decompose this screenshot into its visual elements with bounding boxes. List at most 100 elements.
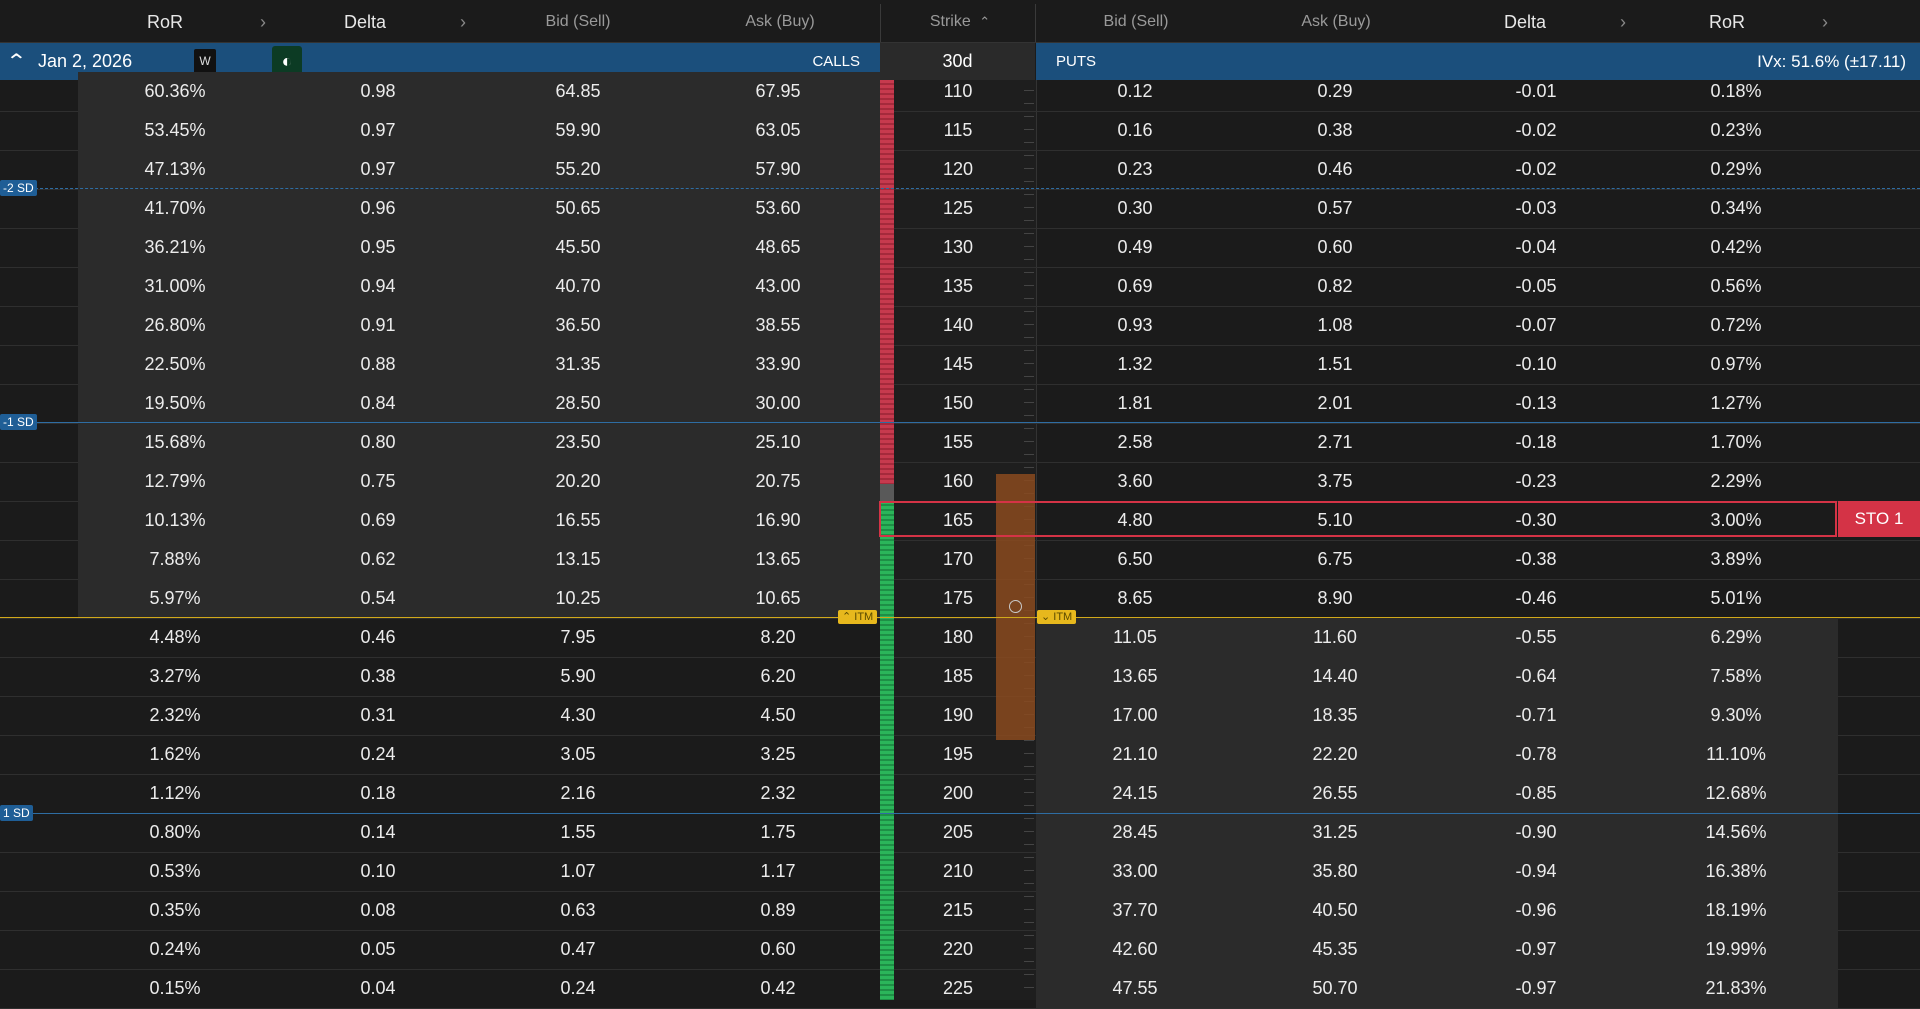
call-bid-cell[interactable]: 0.47 (560, 939, 596, 959)
chain-row[interactable]: 0.15% 0.04 0.24 0.42 225 47.55 50.70 -0.97 21.83… (0, 969, 1920, 1009)
call-ask-cell[interactable]: 48.65 (755, 237, 801, 257)
call-ror-cell[interactable]: 15.68% (144, 432, 206, 452)
call-ask-cell[interactable]: 20.75 (755, 471, 801, 491)
call-delta-cell[interactable]: 0.24 (360, 744, 396, 764)
chain-row[interactable]: 41.70% 0.96 50.65 53.60 125 0.30 0.57 -0.03 0.34… (0, 189, 1920, 229)
put-ror-cell[interactable]: 6.29% (1710, 627, 1762, 647)
put-ror-cell[interactable]: 12.68% (1705, 783, 1767, 803)
put-ask-cell[interactable]: 2.01 (1317, 393, 1353, 413)
puts-ror-chevron-icon[interactable]: › (1822, 12, 1828, 32)
call-delta-cell[interactable]: 0.80 (360, 432, 396, 452)
put-delta-cell[interactable]: -0.78 (1515, 744, 1557, 764)
call-delta-cell[interactable]: 0.04 (360, 978, 396, 998)
chain-row[interactable]: 3.27% 0.38 5.90 6.20 185 13.65 14.40 -0.64 7.58% (0, 657, 1920, 697)
put-ror-cell[interactable]: 0.29% (1710, 159, 1762, 179)
call-bid-cell[interactable]: 28.50 (555, 393, 601, 413)
put-delta-cell[interactable]: -0.96 (1515, 900, 1557, 920)
put-ask-cell[interactable]: 2.71 (1317, 432, 1353, 452)
put-delta-cell[interactable]: -0.97 (1515, 978, 1557, 998)
put-ask-cell[interactable]: 0.29 (1317, 81, 1353, 101)
put-delta-cell[interactable]: -0.02 (1515, 159, 1557, 179)
put-ror-cell[interactable]: 21.83% (1705, 978, 1767, 998)
put-ask-cell[interactable]: 35.80 (1312, 861, 1358, 881)
put-bid-cell[interactable]: 21.10 (1112, 744, 1158, 764)
put-delta-cell[interactable]: -0.94 (1515, 861, 1557, 881)
chain-row[interactable]: 2.32% 0.31 4.30 4.50 190 17.00 18.35 -0.71 9.30% (0, 696, 1920, 736)
put-bid-cell[interactable]: 13.65 (1112, 666, 1158, 686)
call-ask-cell[interactable]: 43.00 (755, 276, 801, 296)
put-ror-cell[interactable]: 19.99% (1705, 939, 1767, 959)
calls-ask-header[interactable]: Ask (Buy) (745, 13, 815, 30)
call-ror-cell[interactable]: 36.21% (144, 237, 206, 257)
puts-ror-header[interactable]: RoR (1708, 12, 1745, 32)
put-delta-cell[interactable]: -0.01 (1515, 81, 1557, 101)
put-bid-cell[interactable]: 17.00 (1112, 705, 1158, 725)
call-ror-cell[interactable]: 0.53% (149, 861, 201, 881)
calls-ror-chevron-icon[interactable]: › (260, 12, 266, 32)
put-ror-cell[interactable]: 11.10% (1706, 744, 1766, 764)
call-ask-cell[interactable]: 13.65 (755, 549, 801, 569)
put-ror-cell[interactable]: 3.00% (1710, 510, 1762, 530)
call-delta-cell[interactable]: 0.46 (360, 627, 396, 647)
call-delta-cell[interactable]: 0.10 (360, 861, 396, 881)
chain-row[interactable]: 36.21% 0.95 45.50 48.65 130 0.49 0.60 -0.04 0.42… (0, 228, 1920, 268)
call-delta-cell[interactable]: 0.31 (360, 705, 396, 725)
chain-row[interactable]: 5.97% 0.54 10.25 10.65 175 8.65 8.90 -0.46 5.01% (0, 579, 1920, 619)
call-bid-cell[interactable]: 0.63 (560, 900, 596, 920)
chain-row[interactable]: 0.24% 0.05 0.47 0.60 220 42.60 45.35 -0.97 19.99… (0, 930, 1920, 970)
call-bid-cell[interactable]: 0.24 (560, 978, 596, 998)
call-bid-cell[interactable]: 5.90 (560, 666, 596, 686)
chain-row[interactable]: 0.53% 0.10 1.07 1.17 210 33.00 35.80 -0.94 16.38… (0, 852, 1920, 892)
call-bid-cell[interactable]: 7.95 (560, 627, 596, 647)
put-delta-cell[interactable]: -0.55 (1515, 627, 1557, 647)
call-ask-cell[interactable]: 53.60 (755, 198, 801, 218)
call-ask-cell[interactable]: 16.90 (755, 510, 801, 530)
collapse-chevron-icon[interactable]: ⌃ (5, 51, 28, 73)
put-delta-cell[interactable]: -0.03 (1515, 198, 1557, 218)
put-ask-cell[interactable]: 50.70 (1312, 978, 1358, 998)
call-ror-cell[interactable]: 0.15% (149, 978, 201, 998)
put-bid-cell[interactable]: 0.16 (1117, 120, 1153, 140)
call-ror-cell[interactable]: 4.48% (149, 627, 201, 647)
call-ror-cell[interactable]: 10.13% (144, 510, 206, 530)
put-ask-cell[interactable]: 14.40 (1312, 666, 1358, 686)
put-ror-cell[interactable]: 0.72% (1710, 315, 1762, 335)
call-ror-cell[interactable]: 60.36% (144, 81, 206, 101)
put-ror-cell[interactable]: 0.42% (1710, 237, 1762, 257)
put-bid-cell[interactable]: 24.15 (1112, 783, 1158, 803)
put-bid-cell[interactable]: 33.00 (1112, 861, 1158, 881)
put-ask-cell[interactable]: 8.90 (1317, 588, 1353, 608)
put-delta-cell[interactable]: -0.38 (1515, 549, 1557, 569)
put-bid-cell[interactable]: 11.05 (1113, 627, 1157, 647)
put-ror-cell[interactable]: 0.97% (1710, 354, 1762, 374)
put-bid-cell[interactable]: 6.50 (1117, 549, 1153, 569)
put-bid-cell[interactable]: 1.32 (1117, 354, 1153, 374)
call-delta-cell[interactable]: 0.62 (360, 549, 396, 569)
put-ror-cell[interactable]: 0.23% (1710, 120, 1762, 140)
call-ask-cell[interactable]: 0.60 (760, 939, 796, 959)
calls-ror-header[interactable]: RoR (146, 12, 183, 32)
call-ror-cell[interactable]: 1.12% (149, 783, 201, 803)
put-delta-cell[interactable]: -0.04 (1515, 237, 1557, 257)
call-ror-cell[interactable]: 0.24% (149, 939, 201, 959)
put-delta-cell[interactable]: -0.18 (1515, 432, 1557, 452)
call-bid-cell[interactable]: 64.85 (555, 81, 601, 101)
put-ror-cell[interactable]: 18.19% (1705, 900, 1767, 920)
put-ask-cell[interactable]: 45.35 (1312, 939, 1358, 959)
put-bid-cell[interactable]: 0.30 (1117, 198, 1153, 218)
call-bid-cell[interactable]: 20.20 (555, 471, 601, 491)
call-bid-cell[interactable]: 16.55 (555, 510, 601, 530)
puts-delta-header[interactable]: Delta (1503, 12, 1547, 32)
put-delta-cell[interactable]: -0.30 (1515, 510, 1557, 530)
call-delta-cell[interactable]: 0.91 (360, 315, 396, 335)
call-ask-cell[interactable]: 6.20 (760, 666, 796, 686)
call-bid-cell[interactable]: 1.07 (560, 861, 596, 881)
call-delta-cell[interactable]: 0.08 (360, 900, 396, 920)
call-ask-cell[interactable]: 10.65 (755, 588, 801, 608)
put-ask-cell[interactable]: 0.57 (1317, 198, 1353, 218)
put-ask-cell[interactable]: 3.75 (1317, 471, 1353, 491)
chain-row[interactable]: 53.45% 0.97 59.90 63.05 115 0.16 0.38 -0.02 0.23… (0, 111, 1920, 151)
put-ror-cell[interactable]: 14.56% (1705, 822, 1767, 842)
sto-order-badge[interactable]: STO 1 (1838, 501, 1920, 537)
call-delta-cell[interactable]: 0.84 (360, 393, 396, 413)
